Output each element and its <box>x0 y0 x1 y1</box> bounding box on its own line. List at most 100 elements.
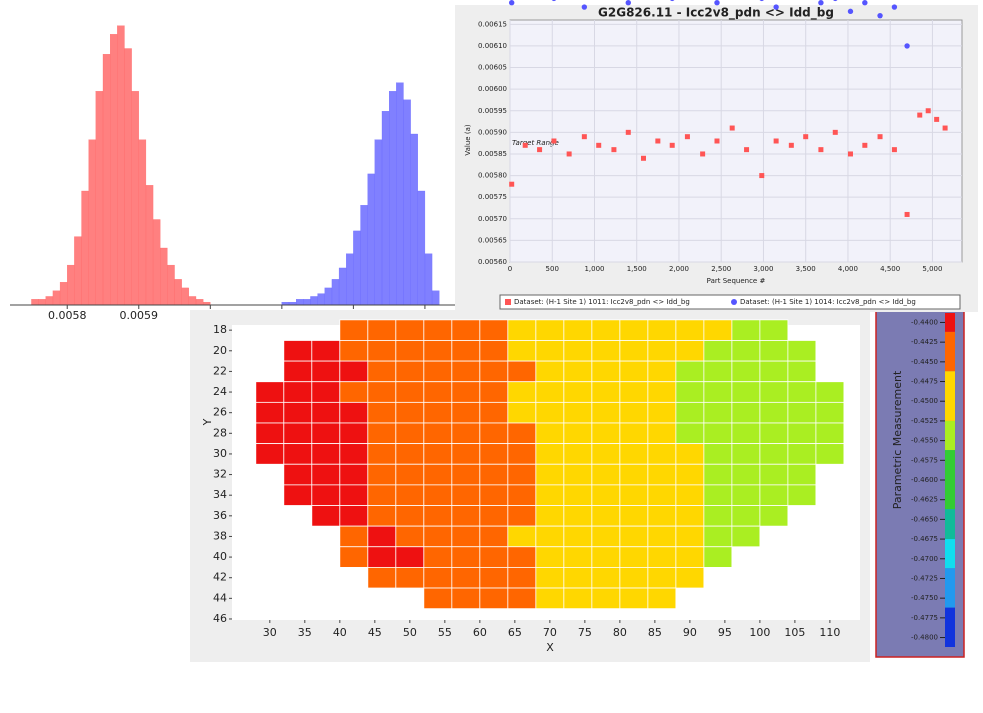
histogram-bar <box>145 185 154 306</box>
wafer-cell <box>731 381 761 403</box>
scatter-point <box>655 138 661 144</box>
y-tick-label: 0.00605 <box>478 64 507 72</box>
histogram-bar <box>360 205 368 306</box>
wafer-cell <box>675 566 705 589</box>
wafer-cell <box>451 463 481 486</box>
histogram-bar <box>138 139 147 306</box>
wafer-cell <box>395 401 425 424</box>
wafer-cell <box>507 319 537 341</box>
wafer-cell <box>563 484 593 506</box>
wafer-cell <box>255 401 285 424</box>
wafer-cell <box>591 566 621 589</box>
wafer-cell <box>675 463 705 486</box>
x-tick-label: 85 <box>648 626 662 639</box>
scatter-point <box>925 108 931 114</box>
wafer-cell <box>703 381 733 403</box>
wafer-cell <box>451 484 481 506</box>
x-tick-label: 105 <box>784 626 805 639</box>
x-tick-label: 100 <box>749 626 770 639</box>
histogram-bar <box>67 264 75 306</box>
wafer-cell <box>535 340 565 362</box>
scatter-point <box>537 147 543 153</box>
wafer-cell <box>451 443 481 465</box>
histogram-bar <box>102 54 111 306</box>
wafer-cell <box>367 443 397 465</box>
x-tick-label: 70 <box>543 626 557 639</box>
wafer-cell <box>787 443 817 465</box>
wafer-cell <box>423 422 453 445</box>
x-tick-label: 1,000 <box>584 265 604 273</box>
wafer-cell <box>339 422 369 445</box>
wafer-cell <box>479 546 509 568</box>
colorbar-tick-label: -0.4800 <box>911 634 938 642</box>
scatter-point <box>942 125 948 131</box>
x-tick-label: 500 <box>546 265 559 273</box>
wafer-cell <box>451 546 481 568</box>
colorbar-band <box>945 568 955 608</box>
wafer-cell <box>507 360 537 383</box>
y-tick-label: 40 <box>213 550 227 563</box>
annotation: Target Range <box>512 139 559 147</box>
y-tick-label: 0.00580 <box>478 172 507 180</box>
wafer-cell <box>619 484 649 506</box>
wafer-cell <box>311 422 341 445</box>
wafer-cell <box>619 340 649 362</box>
wafer-cell <box>591 381 621 403</box>
wafer-cell <box>423 525 453 548</box>
wafer-cell <box>339 463 369 486</box>
histogram-bar <box>117 25 125 306</box>
wafer-cell <box>675 443 705 465</box>
wafer-cell <box>535 546 565 568</box>
wafer-cell <box>535 381 565 403</box>
y-axis-label: Value (a) <box>464 124 472 155</box>
wafer-cell <box>535 401 565 424</box>
wafer-cell <box>311 505 341 527</box>
x-tick-label: 110 <box>819 626 840 639</box>
wafer-cell <box>451 340 481 362</box>
wafer-cell <box>339 319 369 341</box>
wafer-cell <box>395 360 425 383</box>
wafer-cell <box>395 340 425 362</box>
histogram-bar <box>296 299 304 306</box>
y-tick-label: 0.00600 <box>478 85 507 93</box>
legend-swatch <box>505 299 511 305</box>
histogram-bar <box>160 247 168 306</box>
wafer-cell <box>479 443 509 465</box>
wafer-cell <box>591 340 621 362</box>
wafer-cell <box>479 401 509 424</box>
wafer-cell <box>339 381 369 403</box>
wafer-cell <box>703 401 733 424</box>
scatter-point <box>803 134 809 140</box>
wafer-panel: X Y 30 35 40 45 50 55 60 65 70 75 80 85 90 95 100 105 11… <box>190 310 870 662</box>
wafer-cell <box>367 484 397 506</box>
wafer-cell <box>507 381 537 403</box>
wafer-cell <box>563 587 593 610</box>
colorbar-tick-label: -0.4525 <box>911 417 938 425</box>
x-tick-label: 3,000 <box>753 265 773 273</box>
wafer-cell <box>675 484 705 506</box>
wafer-cell <box>591 505 621 527</box>
wafer-cell <box>759 463 789 486</box>
y-axis-label: Y <box>201 418 214 426</box>
wafer-cell <box>507 566 537 589</box>
scatter-point <box>759 173 765 179</box>
histogram-bar <box>331 279 340 306</box>
wafer-cell <box>451 381 481 403</box>
y-tick-label: 0.00610 <box>478 42 507 50</box>
histogram-bar <box>410 133 418 306</box>
scatter-point <box>714 138 720 144</box>
wafer-cell <box>339 525 369 548</box>
histogram-bar <box>389 91 397 306</box>
wafer-cell <box>703 340 733 362</box>
wafer-cell <box>311 484 341 506</box>
wafer-cell <box>367 463 397 486</box>
y-tick-label: 0.00585 <box>478 150 507 158</box>
histogram-bar <box>317 293 325 306</box>
wafer-cell <box>619 587 649 610</box>
colorbar-tick-label: -0.4450 <box>911 358 938 366</box>
x-tick-label: 0 <box>508 265 512 273</box>
colorbar-tick-label: -0.4625 <box>911 496 938 504</box>
wafer-cell <box>731 484 761 506</box>
histogram-bar <box>188 296 197 306</box>
scatter-point <box>917 112 923 118</box>
